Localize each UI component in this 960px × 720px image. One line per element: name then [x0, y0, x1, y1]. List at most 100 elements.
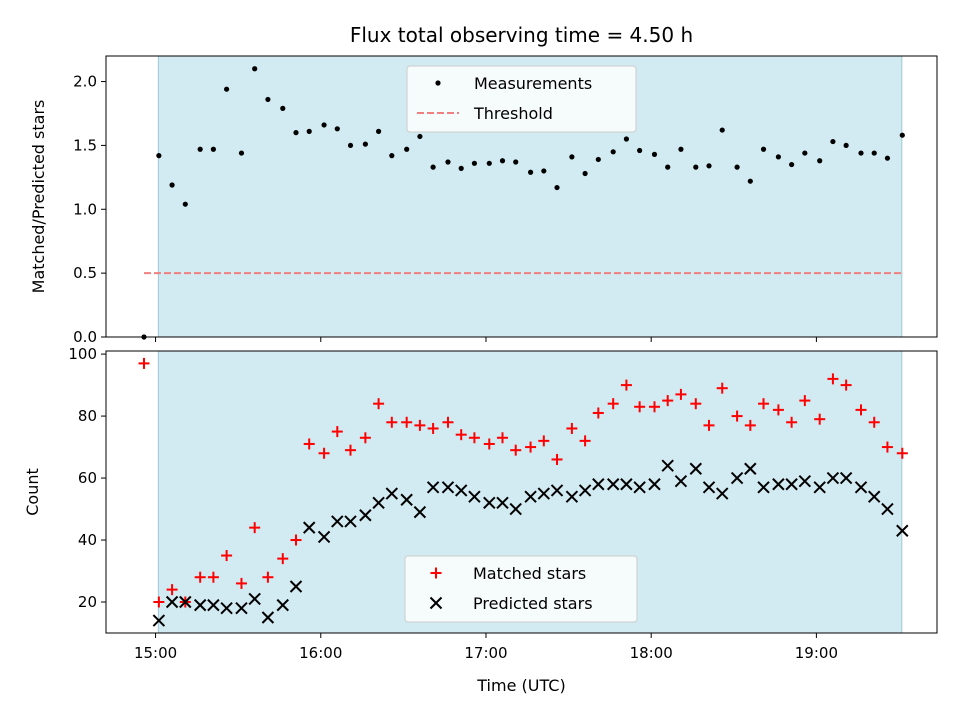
predicted-point	[413, 505, 427, 519]
predicted-point	[261, 611, 275, 624]
measurement-point	[334, 126, 340, 132]
top-x-ticks	[155, 337, 817, 342]
y-tick-label: 100	[68, 345, 97, 363]
matched-point	[194, 571, 206, 583]
matched-stars-series	[138, 357, 908, 608]
predicted-point-b	[896, 524, 909, 537]
matched-point	[166, 584, 178, 596]
predicted-point	[896, 524, 909, 537]
matched-point	[277, 553, 289, 565]
bottom-panel: 20 40 60 80 100 15:00 16:00 17:00 18:00 19:00 Co…	[23, 345, 938, 695]
predicted-point-b	[620, 478, 633, 491]
predicted-point-b	[839, 471, 853, 485]
predicted-point-b	[674, 474, 688, 488]
measurement-point	[569, 154, 575, 160]
y-tick-label: 60	[78, 469, 97, 487]
x-tick-label: 15:00	[134, 644, 177, 662]
predicted-point-b	[592, 478, 605, 491]
top-y-axis: 0.0 0.5 1.0 1.5 2.0	[73, 73, 106, 346]
measurement-point	[404, 146, 410, 152]
matched-point	[744, 419, 756, 431]
matched-point	[483, 438, 495, 450]
predicted-point	[868, 490, 881, 503]
predicted-point	[468, 490, 481, 503]
measurement-point	[486, 160, 492, 166]
measurement-point	[541, 168, 547, 174]
bottom-plot-frame	[105, 350, 938, 634]
matched-point	[703, 419, 715, 431]
predicted-point-b	[468, 490, 481, 503]
matched-point	[634, 401, 646, 413]
measurement-point	[747, 178, 753, 184]
measurement-point	[430, 164, 436, 170]
measurement-point	[651, 151, 658, 157]
legend-threshold-label: Threshold	[473, 104, 553, 123]
measurement-point	[210, 146, 216, 152]
x-axis-label: Time (UTC)	[476, 676, 565, 695]
matched-point	[153, 596, 165, 608]
predicted-point	[537, 487, 551, 500]
measurement-point	[884, 155, 891, 161]
predicted-point-b	[702, 481, 716, 494]
predicted-point-b	[302, 521, 316, 534]
measurement-point	[321, 122, 327, 128]
predicted-point-b	[276, 598, 289, 612]
measurement-point	[706, 163, 712, 169]
measurement-point	[582, 170, 588, 177]
matched-point	[331, 426, 343, 438]
matched-point	[690, 398, 702, 410]
predicted-point	[509, 502, 522, 516]
measurement-point	[458, 165, 464, 171]
predicted-point-b	[550, 484, 564, 497]
measurement-point	[610, 149, 616, 155]
matched-point	[592, 407, 604, 419]
predicted-point-b	[152, 614, 166, 627]
measurement-point	[265, 96, 271, 103]
predicted-point-b	[165, 595, 179, 609]
matched-point	[249, 522, 261, 534]
measurement-point	[238, 150, 245, 156]
predicted-point-b	[661, 459, 674, 472]
measurement-point	[197, 146, 203, 152]
matched-point	[373, 398, 385, 410]
predicted-point	[702, 481, 716, 494]
predicted-point-b	[509, 502, 522, 516]
measurement-point	[775, 154, 781, 160]
predicted-point	[220, 602, 233, 615]
matched-point	[648, 401, 660, 413]
predicted-point-b	[289, 580, 303, 593]
measurement-point	[678, 146, 684, 152]
measurement-point	[871, 150, 877, 156]
measurement-point	[734, 164, 740, 170]
predicted-point-b	[785, 478, 798, 491]
legend-matched-marker	[430, 567, 442, 579]
matched-point	[538, 435, 550, 447]
predicted-point	[276, 598, 289, 612]
predicted-point	[385, 487, 399, 500]
predicted-point	[179, 595, 192, 609]
predicted-point-b	[179, 595, 192, 609]
matched-point	[620, 379, 632, 391]
predicted-point	[152, 614, 166, 627]
measurement-point	[375, 128, 382, 134]
top-plot-frame	[105, 55, 938, 338]
measurement-point	[280, 105, 286, 111]
predicted-point-b	[730, 471, 744, 485]
predicted-point-b	[248, 592, 261, 606]
predicted-point	[826, 471, 840, 485]
matched-point	[427, 422, 439, 434]
predicted-point	[344, 515, 357, 528]
predicted-point	[839, 471, 853, 485]
predicted-point	[798, 474, 812, 488]
top-legend: Measurements Threshold	[406, 65, 637, 133]
predicted-point	[813, 481, 826, 494]
matched-point	[579, 435, 591, 447]
predicted-point	[165, 595, 179, 609]
predicted-point-b	[207, 598, 220, 612]
bottom-legend: Matched stars Predicted stars	[404, 555, 638, 623]
predicted-point	[620, 478, 633, 491]
measurement-point	[182, 201, 188, 207]
top-legend-box	[406, 65, 637, 133]
predicted-point	[331, 515, 344, 528]
predicted-point-b	[261, 611, 275, 624]
